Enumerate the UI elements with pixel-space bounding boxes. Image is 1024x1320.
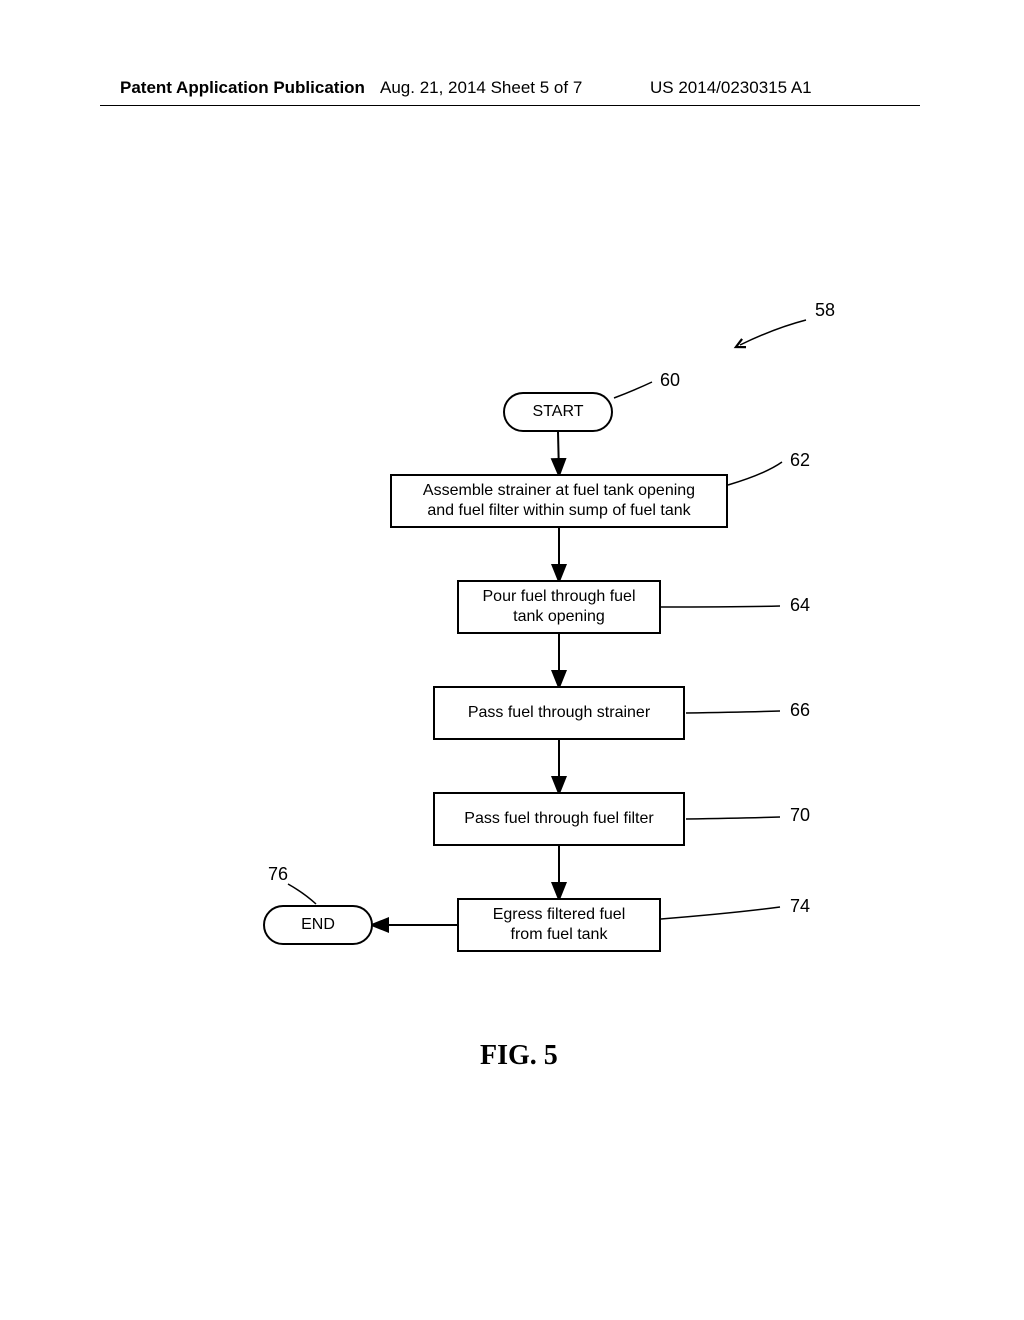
figure-caption: FIG. 5	[480, 1040, 558, 1072]
ref-label-60: 60	[660, 370, 680, 391]
ref-leader-64	[661, 606, 780, 607]
flow-node-assemble: Assemble strainer at fuel tank openingan…	[390, 474, 728, 528]
edge-start-assemble	[558, 432, 559, 474]
flowchart-svg	[0, 0, 1024, 1320]
ref-label-70: 70	[790, 805, 810, 826]
flow-node-start: START	[503, 392, 613, 432]
ref-label-64: 64	[790, 595, 810, 616]
flow-node-filter: Pass fuel through fuel filter	[433, 792, 685, 846]
ref-leader-60	[614, 382, 652, 398]
flow-node-end: END	[263, 905, 373, 945]
ref-leader-74	[661, 907, 780, 919]
flow-node-pour: Pour fuel through fueltank opening	[457, 580, 661, 634]
ref-leader-58	[740, 320, 806, 345]
ref-label-76: 76	[268, 864, 288, 885]
ref-leader-70	[686, 817, 780, 819]
ref-label-58: 58	[815, 300, 835, 321]
ref-leader-62	[728, 462, 782, 485]
page: Patent Application Publication Aug. 21, …	[0, 0, 1024, 1320]
ref-label-66: 66	[790, 700, 810, 721]
ref-leader-76	[288, 884, 316, 904]
flow-node-egress: Egress filtered fuelfrom fuel tank	[457, 898, 661, 952]
ref-label-62: 62	[790, 450, 810, 471]
ref-label-74: 74	[790, 896, 810, 917]
flow-node-strainer: Pass fuel through strainer	[433, 686, 685, 740]
ref-leader-66	[686, 711, 780, 713]
